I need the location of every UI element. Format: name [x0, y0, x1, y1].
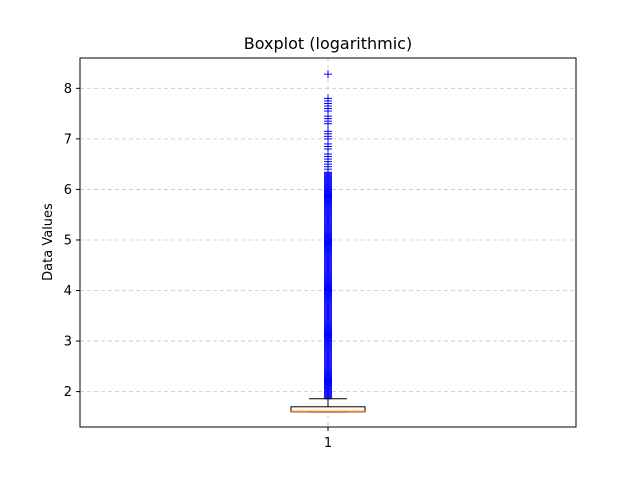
y-tick-label: 4 — [64, 284, 72, 299]
chart-title: Boxplot (logarithmic) — [244, 34, 412, 53]
y-tick-label: 7 — [64, 132, 72, 147]
outlier-point — [324, 127, 332, 136]
outlier-point — [324, 70, 332, 79]
y-tick-label: 8 — [64, 82, 72, 97]
y-tick-label: 6 — [64, 183, 72, 198]
axis-ticks: 2 3 4 5 6 7 8 1 — [64, 82, 332, 451]
y-tick-label: 2 — [64, 385, 72, 400]
outlier-point — [324, 94, 332, 103]
plot-area — [290, 70, 366, 413]
y-tick-label: 3 — [64, 335, 72, 350]
y-tick-label: 5 — [64, 233, 72, 248]
y-axis-label: Data Values — [41, 203, 56, 281]
x-tick-label: 1 — [324, 436, 332, 451]
